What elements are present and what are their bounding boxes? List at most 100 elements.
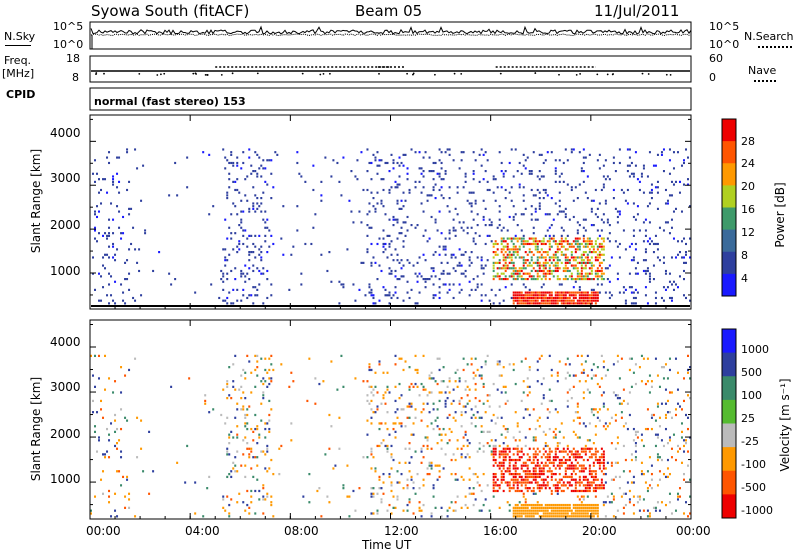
velocity-cell (170, 385, 173, 388)
vel-cbar-m100: -100 (741, 458, 766, 471)
power-cell (362, 188, 365, 192)
power-cell (590, 291, 593, 294)
velocity-cell (590, 506, 593, 509)
velocity-cell (560, 422, 563, 425)
velocity-cell (536, 506, 539, 509)
velocity-cell (586, 354, 589, 358)
velocity-cell (606, 368, 609, 372)
velocity-cell (418, 501, 421, 504)
power-cell (490, 288, 493, 291)
velocity-cell (468, 456, 471, 459)
power-cell (632, 215, 635, 219)
velocity-cell (434, 419, 437, 422)
velocity-cell (492, 487, 495, 490)
power-cell (626, 170, 629, 173)
power-cell (670, 283, 673, 286)
velocity-cell (212, 408, 215, 411)
velocity-cell (566, 487, 569, 490)
velocity-cell (584, 487, 587, 490)
vel-cbar-m1000: -1000 (741, 504, 773, 517)
power-cell (522, 296, 525, 300)
velocity-cell (582, 470, 585, 473)
power-cell (524, 261, 527, 264)
power-cell (584, 156, 587, 159)
power-cell (422, 278, 425, 281)
velocity-cell (472, 503, 475, 507)
power-cell (568, 242, 571, 246)
power-cell (632, 172, 635, 175)
velocity-cell (114, 444, 117, 448)
velocity-cell (578, 484, 581, 487)
power-cell (594, 240, 597, 243)
velocity-cell (610, 478, 613, 481)
velocity-cell (590, 368, 593, 372)
power-cell (582, 299, 585, 302)
power-cell (566, 291, 569, 294)
velocity-cell (422, 388, 425, 391)
power-cell (438, 245, 441, 248)
velocity-cell (226, 453, 229, 456)
power-cell (654, 302, 657, 305)
velocity-cell (646, 380, 649, 383)
power-cell (486, 234, 489, 237)
velocity-cell (516, 467, 519, 470)
power-cell (122, 232, 125, 235)
velocity-cell (440, 433, 443, 436)
power-cell (422, 210, 425, 213)
power-cell (566, 299, 569, 302)
velocity-cell (246, 422, 249, 425)
velocity-cell (454, 478, 457, 481)
velocity-cell (572, 506, 575, 509)
velocity-cell (494, 453, 497, 456)
power-cell (140, 294, 143, 297)
power-cell (594, 296, 597, 300)
power-cell (646, 302, 649, 305)
velocity-cell (564, 475, 567, 479)
velocity-cell (556, 456, 559, 459)
velocity-cell (406, 509, 409, 512)
power-cell (526, 296, 529, 300)
power-cell (396, 237, 399, 240)
power-cell (662, 256, 665, 259)
power-cell (574, 264, 577, 267)
velocity-cell (476, 475, 479, 479)
power-cell (542, 294, 545, 297)
power-cell (466, 232, 469, 235)
velocity-cell (184, 481, 187, 484)
power-cell (224, 256, 227, 259)
power-cell (590, 302, 593, 305)
velocity-cell (492, 450, 495, 453)
velocity-cell (580, 456, 583, 459)
freq-dot (558, 73, 560, 76)
power-cell (524, 294, 527, 297)
power-cell (544, 234, 547, 237)
power-cell (126, 188, 129, 192)
power-cell (570, 294, 573, 297)
power-cell (396, 202, 399, 205)
power-cell (404, 234, 407, 237)
power-cell (564, 248, 567, 251)
power-cell (626, 164, 629, 167)
power-cell (572, 299, 575, 302)
velocity-cell (630, 453, 633, 456)
velocity-cell (538, 489, 541, 493)
power-cell (580, 299, 583, 302)
velocity-cell (590, 411, 593, 414)
freq-dot (534, 72, 537, 74)
power-cell (484, 170, 487, 173)
velocity-cell (624, 503, 627, 507)
power-cell (526, 302, 529, 305)
freq-dot (231, 72, 234, 75)
velocity-cell (486, 354, 489, 358)
velocity-cell (548, 447, 551, 450)
power-cell (240, 269, 243, 273)
power-cell (594, 269, 597, 273)
power-cell (500, 251, 503, 254)
power-cell (390, 153, 393, 156)
power-cell (600, 237, 603, 240)
velocity-cell (500, 478, 503, 481)
velocity-cell (408, 501, 411, 504)
velocity-cell (636, 436, 639, 439)
velocity-cell (622, 388, 625, 391)
power-cell (436, 172, 439, 175)
